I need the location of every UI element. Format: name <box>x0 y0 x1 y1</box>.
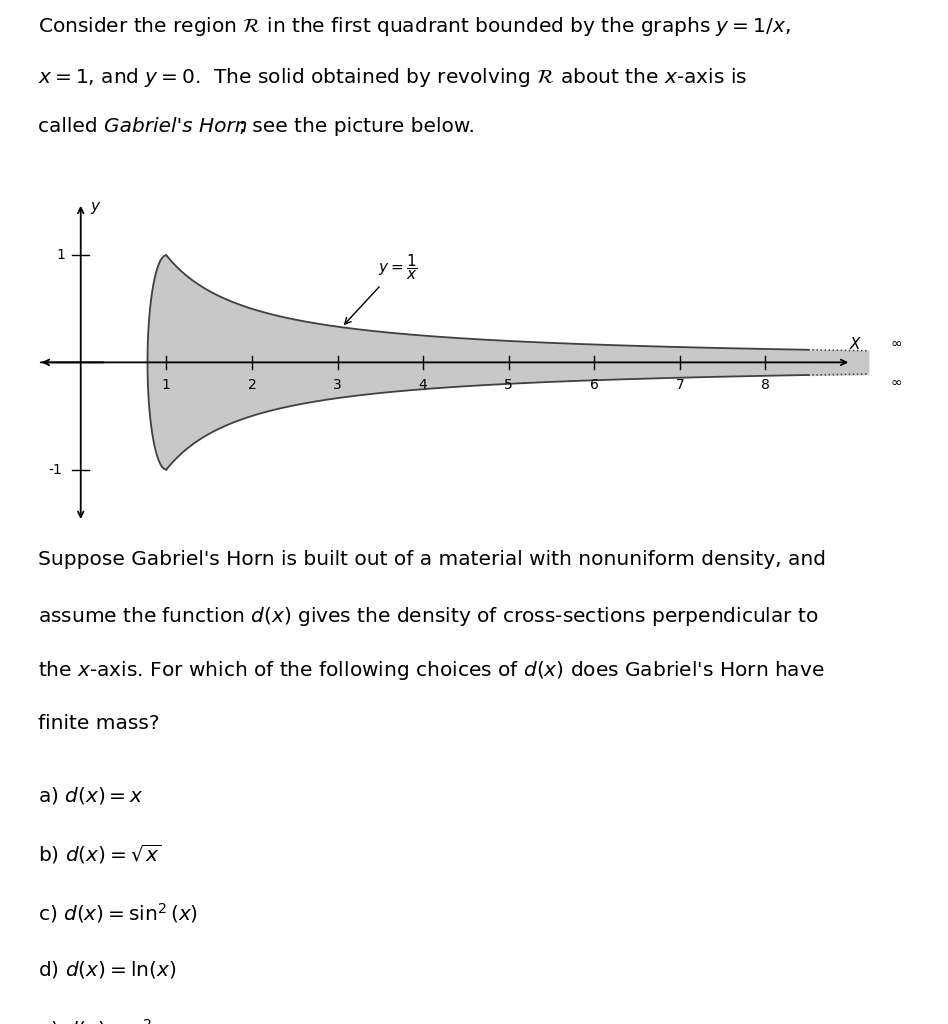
Text: called: called <box>38 118 104 136</box>
Text: $y=\dfrac{1}{x}$: $y=\dfrac{1}{x}$ <box>345 252 417 324</box>
Text: 7: 7 <box>676 379 684 392</box>
Text: -1: -1 <box>48 463 62 476</box>
Text: $\infty$: $\infty$ <box>889 336 902 350</box>
Text: e) $d(x) = x^2$: e) $d(x) = x^2$ <box>38 1017 152 1024</box>
Text: $x = 1$, and $y = 0$.  The solid obtained by revolving $\mathcal{R}$ about the $: $x = 1$, and $y = 0$. The solid obtained… <box>38 67 747 89</box>
Text: 2: 2 <box>247 379 256 392</box>
Text: $y$: $y$ <box>90 200 102 216</box>
Text: 3: 3 <box>333 379 342 392</box>
Text: Suppose Gabriel's Horn is built out of a material with nonuniform density, and: Suppose Gabriel's Horn is built out of a… <box>38 550 826 569</box>
Text: ; see the picture below.: ; see the picture below. <box>239 118 475 136</box>
Text: 4: 4 <box>419 379 428 392</box>
Text: assume the function $d(x)$ gives the density of cross-sections perpendicular to: assume the function $d(x)$ gives the den… <box>38 605 819 628</box>
Text: d) $d(x) = \ln(x)$: d) $d(x) = \ln(x)$ <box>38 959 176 980</box>
Text: finite mass?: finite mass? <box>38 714 159 733</box>
Text: $X$: $X$ <box>848 336 862 352</box>
Text: c) $d(x) = \sin^2(x)$: c) $d(x) = \sin^2(x)$ <box>38 901 198 925</box>
Text: 6: 6 <box>590 379 599 392</box>
Text: 1: 1 <box>162 379 171 392</box>
Text: 8: 8 <box>761 379 770 392</box>
Text: $\infty$: $\infty$ <box>889 375 902 389</box>
Text: the $x$-axis. For which of the following choices of $d(x)$ does Gabriel's Horn h: the $x$-axis. For which of the following… <box>38 659 825 682</box>
Text: Gabriel's Horn: Gabriel's Horn <box>104 118 247 136</box>
Text: a) $d(x) = x$: a) $d(x) = x$ <box>38 785 144 806</box>
Text: 5: 5 <box>504 379 513 392</box>
Text: Consider the region $\mathcal{R}$ in the first quadrant bounded by the graphs $y: Consider the region $\mathcal{R}$ in the… <box>38 15 791 38</box>
Polygon shape <box>148 255 809 470</box>
Text: 1: 1 <box>57 248 65 262</box>
Text: b) $d(x) = \sqrt{x}$: b) $d(x) = \sqrt{x}$ <box>38 843 162 866</box>
